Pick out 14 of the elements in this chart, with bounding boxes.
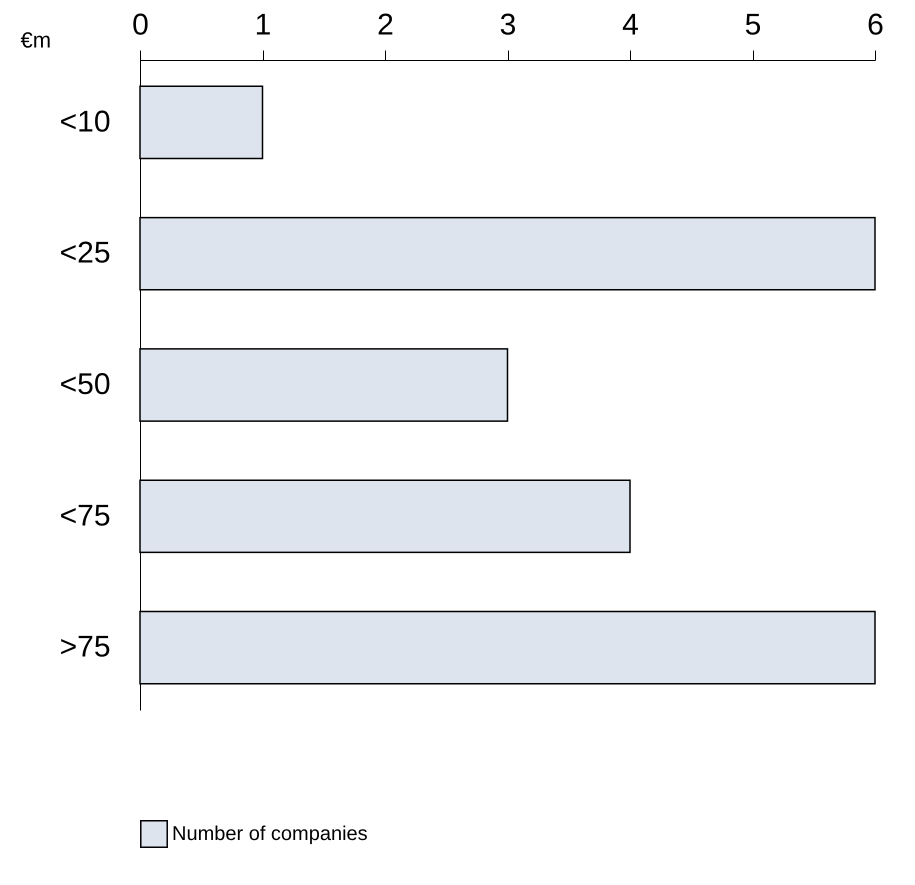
x-tick-label: 6: [867, 8, 884, 42]
y-tick-label: <50: [60, 368, 110, 401]
y-tick-label: <75: [60, 499, 110, 532]
y-tick-label: <10: [60, 105, 110, 138]
x-tick-label: 0: [132, 8, 149, 42]
x-tick-label: 1: [254, 8, 272, 42]
y-tick-label: <25: [60, 236, 110, 270]
x-tick-label: 5: [744, 8, 762, 42]
x-tick-label: 4: [622, 8, 639, 42]
legend-label: Number of companies: [172, 823, 368, 845]
x-tick-label: 3: [500, 8, 516, 42]
x-tick-label: 2: [377, 8, 394, 42]
y-axis-title: €m: [20, 28, 52, 52]
y-tick-label: >75: [60, 630, 110, 664]
